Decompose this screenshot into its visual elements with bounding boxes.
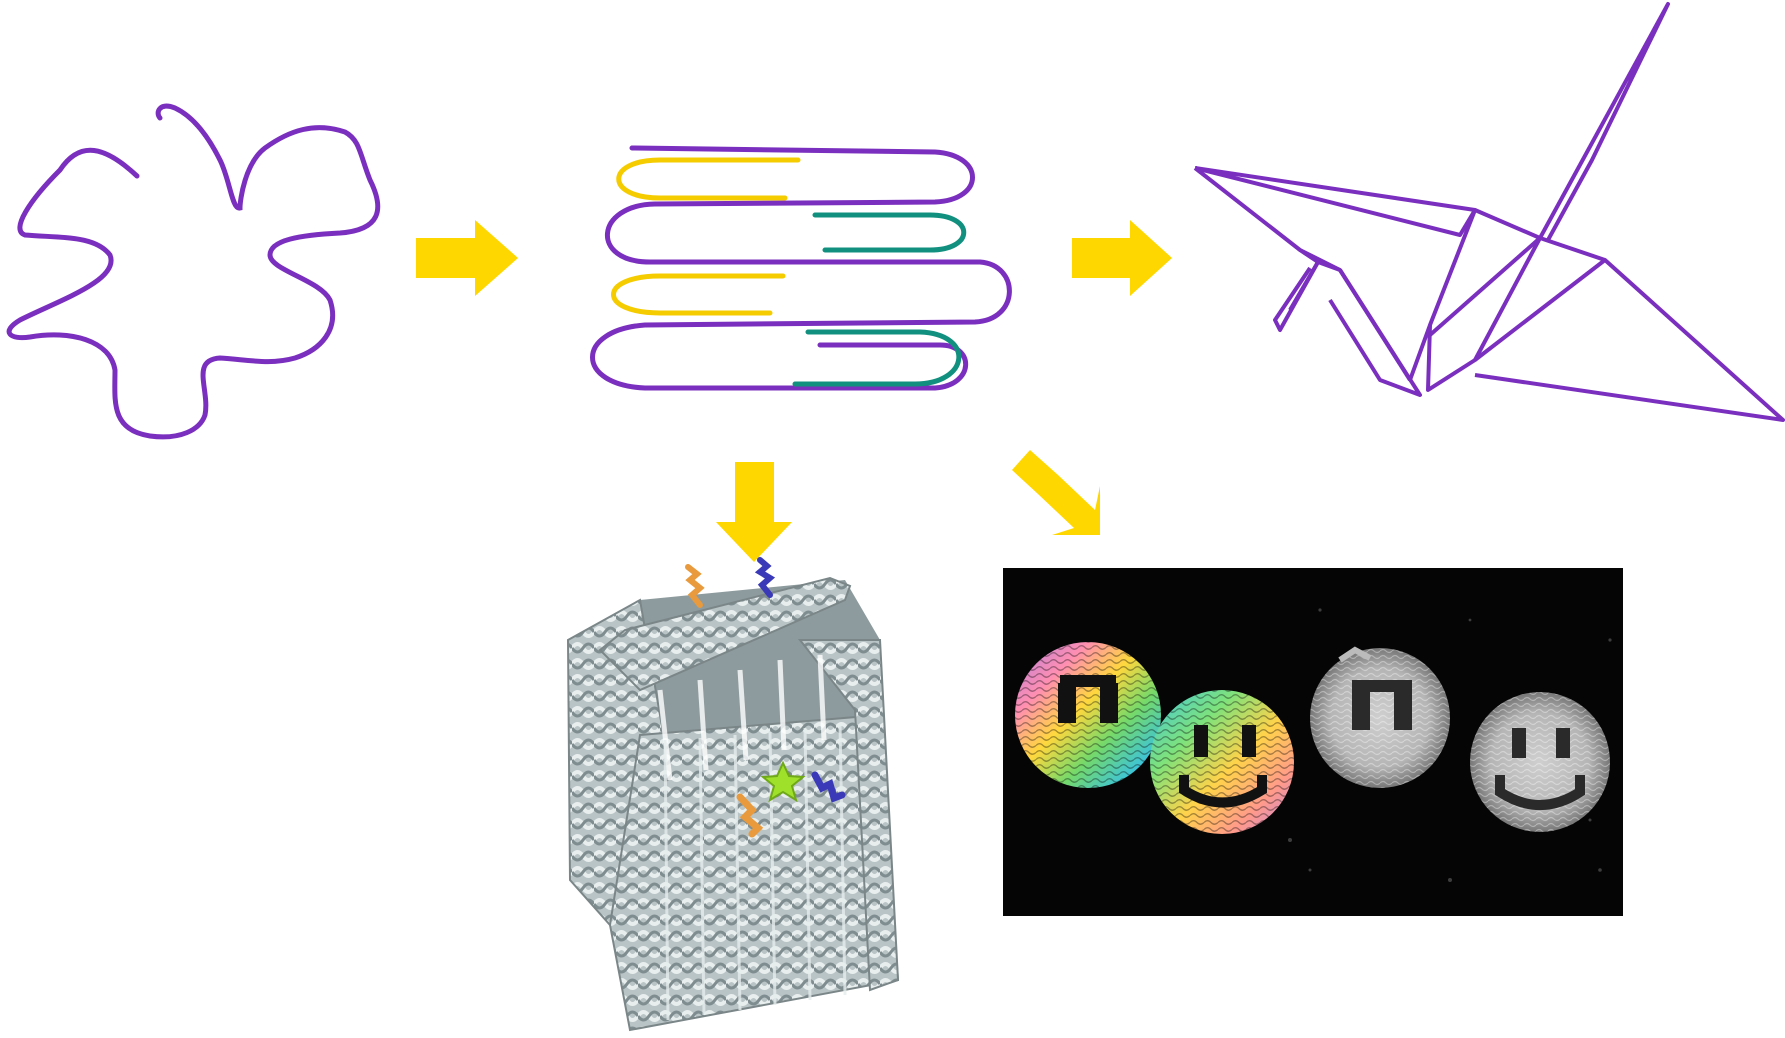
afm-smiley-right [1470, 692, 1610, 832]
random-coil-scaffold [6, 103, 381, 440]
staple-teal-1 [812, 212, 967, 253]
box-lid [598, 576, 852, 692]
dna-origami-box [566, 557, 900, 1032]
staple-teal-2 [792, 329, 962, 387]
lid-handle-orange [685, 564, 705, 608]
box-front-wall [608, 713, 900, 1032]
cargo-star-icon [760, 760, 806, 803]
afm-smiley-pair [1288, 608, 1612, 882]
arrow-diagonal-icon [1012, 450, 1100, 535]
cargo-key-blue [811, 771, 846, 803]
smiley-face-left [1015, 642, 1161, 788]
cargo-key-orange [736, 793, 764, 838]
box-right-wall [797, 639, 900, 992]
staple-yellow-2 [611, 273, 786, 316]
arrow-right-icon [1072, 220, 1172, 296]
lid-handle-blue [754, 557, 776, 598]
scaffold-strand-folded [590, 145, 1012, 391]
staple-yellow-1 [616, 157, 801, 201]
smiley-face-origami-micrograph [1003, 568, 1623, 916]
folded-scaffold-with-staples [590, 145, 1012, 391]
smiley-face-right [1150, 690, 1294, 834]
origami-crane [1193, 2, 1785, 422]
arrow-right-icon [416, 220, 518, 296]
afm-smiley-left [1310, 646, 1450, 788]
scaffold-strand [6, 103, 381, 440]
arrow-down-icon [716, 462, 792, 562]
designed-smiley-pair [1015, 642, 1294, 834]
